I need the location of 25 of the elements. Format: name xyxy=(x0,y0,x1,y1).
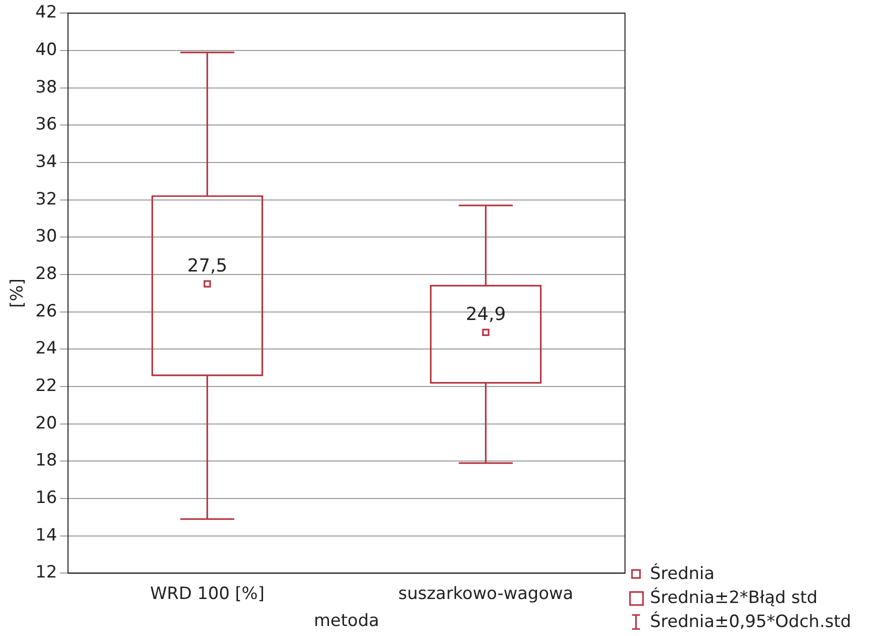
y-tick-label: 14 xyxy=(35,525,58,546)
x-tick-label: suszarkowo-wagowa xyxy=(398,584,574,604)
y-tick-label: 20 xyxy=(35,413,58,434)
y-tick-label: 32 xyxy=(35,189,58,210)
y-tick-label: 40 xyxy=(35,40,58,60)
x-tick-label: WRD 100 [%] xyxy=(150,584,264,604)
y-tick-label: 24 xyxy=(35,338,58,359)
y-tick-label: 36 xyxy=(35,114,58,135)
y-tick-label: 26 xyxy=(35,301,58,322)
y-tick-label: 42 xyxy=(35,2,58,23)
y-tick-label: 16 xyxy=(35,488,58,508)
text: 24,9 xyxy=(466,304,506,326)
y-tick-label: 12 xyxy=(35,562,58,583)
text: Średnia±0,95*Odch.std xyxy=(650,612,852,632)
y-tick-label: 34 xyxy=(35,152,58,172)
y-tick-label: 22 xyxy=(35,376,58,396)
x-axis-title: metoda xyxy=(314,611,380,632)
y-tick-label: 30 xyxy=(35,226,58,247)
text: 27,5 xyxy=(187,256,228,277)
y-tick-label: 38 xyxy=(35,77,58,98)
y-tick-label: 18 xyxy=(35,450,58,471)
text: Średnia±2*Błąd std xyxy=(650,588,818,608)
y-tick-label: 28 xyxy=(35,264,58,284)
text: Średnia xyxy=(650,564,715,584)
y-axis-title: [%] xyxy=(8,278,28,308)
